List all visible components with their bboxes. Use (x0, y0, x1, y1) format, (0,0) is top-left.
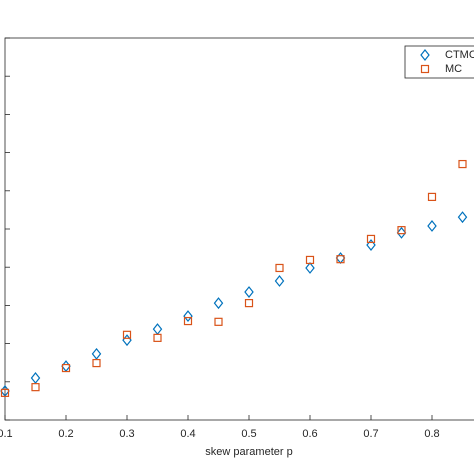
square-marker (305, 255, 315, 265)
diamond-marker (396, 226, 407, 239)
x-tick-label: 0.3 (119, 428, 134, 440)
diamond-marker (420, 49, 430, 61)
diamond-marker (274, 274, 285, 287)
square-marker (420, 64, 430, 74)
square-marker (92, 358, 101, 368)
square-marker (397, 226, 406, 235)
legend-label: CTMC (445, 49, 474, 61)
square-marker (153, 333, 162, 342)
square-marker (122, 330, 132, 339)
square-marker (458, 159, 467, 169)
x-tick-label: 0.5 (241, 428, 256, 440)
legend-box (404, 45, 474, 79)
diamond-marker (427, 219, 437, 232)
plot-frame (4, 37, 474, 421)
legend-label: MC (445, 63, 462, 75)
square-marker (366, 234, 376, 244)
diamond-marker (244, 286, 254, 298)
square-marker (214, 317, 223, 326)
square-marker (427, 192, 437, 202)
diamond-marker (183, 310, 193, 323)
diamond-marker (366, 239, 376, 252)
x-tick-label: 0.4 (180, 428, 195, 440)
square-marker (31, 383, 40, 392)
square-marker (0, 388, 10, 397)
square-marker (336, 255, 345, 264)
diamond-marker (305, 262, 315, 274)
legend: CTMC MC (404, 45, 474, 79)
x-tick-label: 0.1 (0, 428, 13, 440)
diamond-marker (457, 211, 468, 224)
diamond-marker (122, 334, 132, 347)
diamond-marker (213, 297, 224, 310)
diamond-marker (30, 372, 41, 384)
square-marker (183, 316, 193, 326)
diamond-marker (61, 360, 71, 373)
x-tick-label: 0.7 (363, 428, 378, 440)
x-tick-label: 0.2 (58, 428, 73, 440)
square-marker (275, 263, 284, 273)
square-marker (61, 363, 71, 373)
diamond-marker (91, 347, 102, 360)
diamond-marker (152, 323, 163, 336)
diamond-marker (335, 252, 346, 264)
x-tick-label: 0.8 (424, 428, 439, 440)
x-tick-label: 0.6 (302, 428, 317, 440)
square-marker (244, 299, 254, 308)
x-axis-label: skew parameter p (205, 446, 292, 458)
